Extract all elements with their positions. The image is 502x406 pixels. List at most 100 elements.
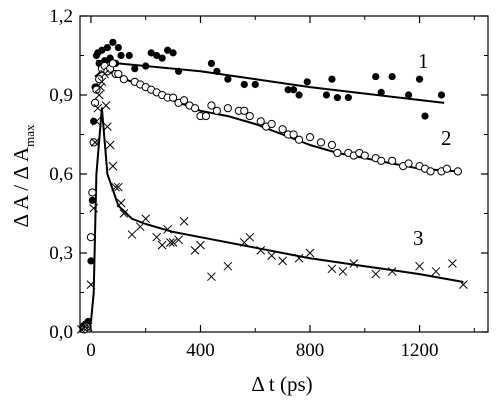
x-tick-label: 1200: [401, 340, 439, 361]
point-series-3: [267, 251, 277, 260]
y-tick-label: 0,3: [49, 243, 73, 264]
y-axis-title: Δ A / Δ Amax: [9, 124, 37, 228]
point-series-1: [109, 38, 117, 46]
point-series-3: [387, 267, 397, 276]
point-series-3: [179, 217, 189, 226]
point-series-3: [92, 116, 101, 126]
y-axis-title-subscript: max: [22, 124, 37, 147]
point-series-3: [349, 259, 359, 268]
curve-label-2: 2: [441, 126, 452, 150]
point-series-2: [201, 111, 211, 121]
point-series-1: [415, 75, 424, 83]
x-tick-label: 800: [296, 340, 325, 361]
point-series-2: [360, 151, 369, 160]
point-series-1: [87, 257, 95, 265]
point-series-3: [89, 203, 99, 213]
point-series-3: [127, 230, 137, 239]
point-series-3: [305, 248, 315, 258]
point-series-3: [97, 77, 107, 87]
point-series-2: [190, 104, 200, 113]
point-series-3: [141, 214, 151, 224]
point-series-3: [113, 182, 123, 192]
point-series-2: [294, 135, 304, 144]
point-series-1: [114, 44, 122, 52]
point-series-3: [86, 280, 96, 289]
point-series-3: [431, 267, 441, 276]
point-series-2: [333, 148, 342, 158]
point-series-2: [316, 138, 326, 147]
point-series-3: [111, 182, 120, 192]
point-series-3: [174, 235, 183, 245]
point-series-2: [404, 159, 413, 168]
point-series-2: [90, 98, 100, 108]
point-series-3: [135, 222, 145, 232]
y-tick-label: 1,2: [49, 6, 73, 27]
point-series-1: [344, 94, 352, 102]
point-series-2: [223, 104, 232, 113]
point-series-3: [415, 261, 424, 271]
point-series-2: [169, 93, 178, 102]
point-series-3: [94, 90, 104, 100]
fit-curves: [90, 59, 464, 322]
y-tick-label: 0,6: [49, 164, 73, 185]
point-series-2: [278, 125, 287, 134]
point-series-3: [81, 322, 90, 332]
point-series-3: [101, 101, 111, 110]
point-series-3: [223, 261, 233, 271]
point-series-1: [437, 91, 446, 99]
point-series-2: [426, 167, 435, 176]
point-series-2: [86, 233, 96, 242]
point-series-2: [88, 188, 97, 197]
point-series-2: [289, 130, 298, 139]
point-series-1: [404, 91, 413, 99]
point-series-3: [119, 209, 129, 218]
point-series-2: [377, 156, 386, 165]
point-series-2: [82, 322, 91, 331]
point-series-3: [152, 232, 162, 242]
point-series-1: [213, 67, 221, 75]
point-series-3: [96, 82, 105, 92]
svg-text:Δ A / Δ Amax: Δ A / Δ Amax: [9, 124, 37, 228]
point-series-1: [421, 112, 429, 120]
point-series-3: [157, 240, 167, 250]
point-series-3: [245, 232, 255, 242]
point-series-2: [119, 75, 128, 84]
point-series-2: [453, 167, 462, 176]
point-series-2: [114, 69, 123, 79]
point-series-1: [207, 59, 216, 67]
point-series-3: [196, 240, 205, 250]
point-series-2: [240, 106, 249, 115]
point-series-1: [98, 46, 106, 54]
point-series-3: [77, 325, 86, 334]
point-series-3: [116, 198, 126, 208]
point-series-3: [166, 238, 175, 247]
x-tick-label: 0: [86, 340, 96, 361]
point-series-1: [88, 196, 96, 204]
point-series-2: [245, 111, 254, 121]
point-series-1: [251, 80, 259, 89]
point-series-3: [90, 138, 100, 147]
point-series-3: [371, 269, 381, 279]
point-series-3: [168, 238, 178, 247]
point-series-2: [179, 96, 189, 105]
point-series-3: [105, 140, 115, 150]
fit-curve-3: [90, 107, 464, 322]
point-series-1: [240, 80, 248, 89]
point-series-1: [147, 49, 155, 57]
point-series-2: [256, 117, 265, 126]
point-series-1: [295, 91, 303, 99]
curve-label-1: 1: [418, 49, 429, 73]
point-series-1: [284, 86, 292, 94]
y-tick-label: 0,9: [49, 85, 73, 106]
point-series-1: [174, 67, 183, 75]
point-series-1: [333, 94, 341, 102]
y-axis-title-main: Δ A / Δ A: [9, 146, 33, 228]
point-series-2: [305, 133, 315, 142]
point-series-1: [322, 91, 331, 99]
point-series-3: [207, 272, 216, 282]
point-series-1: [169, 49, 177, 57]
fit-curve-2: [94, 67, 458, 173]
point-series-1: [131, 65, 139, 73]
point-series-1: [372, 72, 380, 81]
